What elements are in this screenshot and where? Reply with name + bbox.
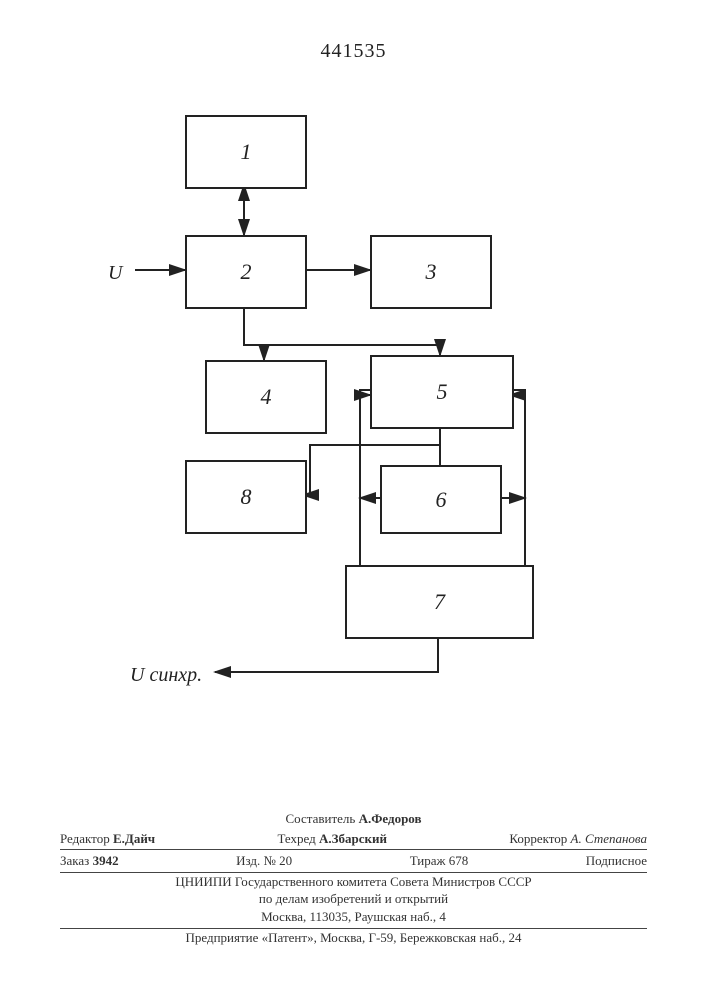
subscription: Подписное	[586, 852, 647, 870]
press-line: Предприятие «Патент», Москва, Г-59, Бере…	[60, 929, 647, 947]
editor-name: Е.Дайч	[113, 831, 155, 846]
order-value: 3942	[93, 853, 119, 868]
output-label: U синхр.	[130, 664, 202, 687]
org-line2: по делам изобретений и открытий	[60, 890, 647, 908]
composer-name: А.Федоров	[359, 811, 422, 826]
block-3: 3	[370, 235, 492, 309]
edition-label: Изд. №	[236, 853, 276, 868]
block-8: 8	[185, 460, 307, 534]
order-label: Заказ	[60, 853, 89, 868]
corrector-name: А. Степанова	[571, 831, 647, 846]
block-4: 4	[205, 360, 327, 434]
block-1: 1	[185, 115, 307, 189]
techred-label: Техред	[277, 831, 315, 846]
footer-block: Составитель А.Федоров Редактор Е.Дайч Те…	[60, 810, 647, 947]
block-7: 7	[345, 565, 534, 639]
techred-name: А.Збарский	[319, 831, 387, 846]
editor-label: Редактор	[60, 831, 110, 846]
org-line1: ЦНИИПИ Государственного комитета Совета …	[60, 873, 647, 891]
printrun-label: Тираж	[410, 853, 446, 868]
input-label: U	[108, 262, 122, 285]
corrector-label: Корректор	[509, 831, 567, 846]
composer-label: Составитель	[286, 811, 356, 826]
block-2: 2	[185, 235, 307, 309]
printrun-value: 678	[449, 853, 469, 868]
page: 441535 Составитель А.Федоров Редактор	[0, 0, 707, 1000]
block-5: 5	[370, 355, 514, 429]
org-line3: Москва, 113035, Раушская наб., 4	[60, 908, 647, 930]
block-6: 6	[380, 465, 502, 534]
edition-value: 20	[279, 853, 292, 868]
